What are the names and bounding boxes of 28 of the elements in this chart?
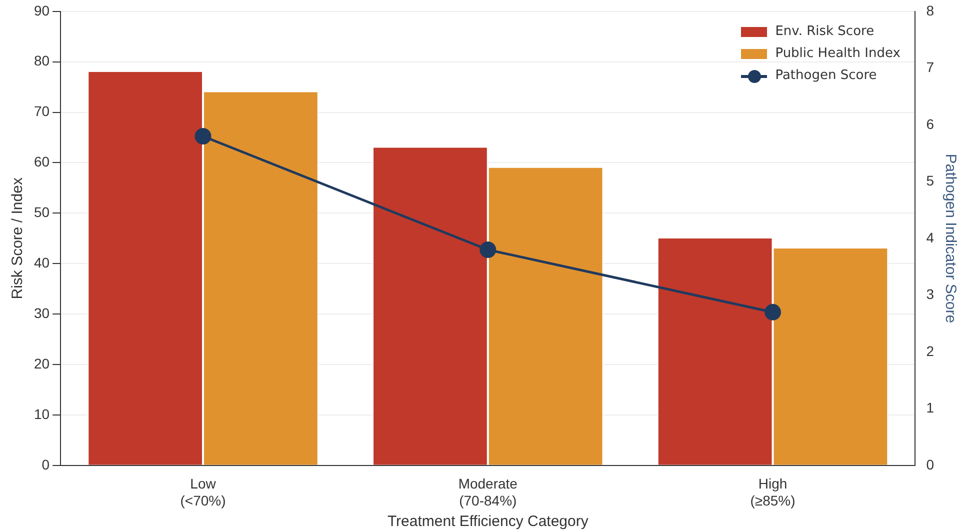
y2-tick-label: 2 bbox=[926, 342, 934, 359]
x-tick-label: Low (<70%) bbox=[180, 476, 226, 508]
y-tick-label: 30 bbox=[34, 304, 50, 321]
y-tick-label: 40 bbox=[34, 254, 50, 270]
y-tick-label: 0 bbox=[42, 456, 50, 472]
y2-tick-label: 3 bbox=[926, 286, 934, 302]
y-tick-label: 90 bbox=[34, 2, 50, 18]
y2-tick-label: 5 bbox=[926, 172, 934, 189]
y2-tick-label: 0 bbox=[926, 456, 934, 472]
y-tick-label: 80 bbox=[34, 52, 50, 69]
legend-label: Env. Risk Score bbox=[775, 23, 874, 42]
x-tick-label: Moderate (70-84%) bbox=[458, 476, 518, 508]
y-tick-label: 20 bbox=[34, 355, 50, 372]
y2-axis-title: Pathogen Indicator Score bbox=[942, 154, 959, 324]
y2-tick-label: 1 bbox=[926, 400, 934, 416]
y-tick-label: 10 bbox=[34, 406, 50, 422]
y2-tick-label: 4 bbox=[926, 229, 934, 246]
y-tick-label: 50 bbox=[34, 204, 50, 220]
y2-tick-label: 6 bbox=[926, 116, 934, 132]
legend-label: Public Health Index bbox=[775, 45, 900, 64]
y-tick-label: 70 bbox=[34, 103, 50, 120]
legend-label: Pathogen Score bbox=[775, 67, 877, 86]
y-axis-title: Risk Score / Index bbox=[9, 177, 26, 300]
x-axis-title: Treatment Efficiency Category bbox=[387, 513, 589, 530]
y2-tick-label: 8 bbox=[926, 2, 934, 18]
y2-tick-label: 7 bbox=[926, 59, 934, 76]
x-tick-label: High (≥85%) bbox=[750, 476, 796, 508]
y-tick-label: 60 bbox=[34, 154, 50, 170]
